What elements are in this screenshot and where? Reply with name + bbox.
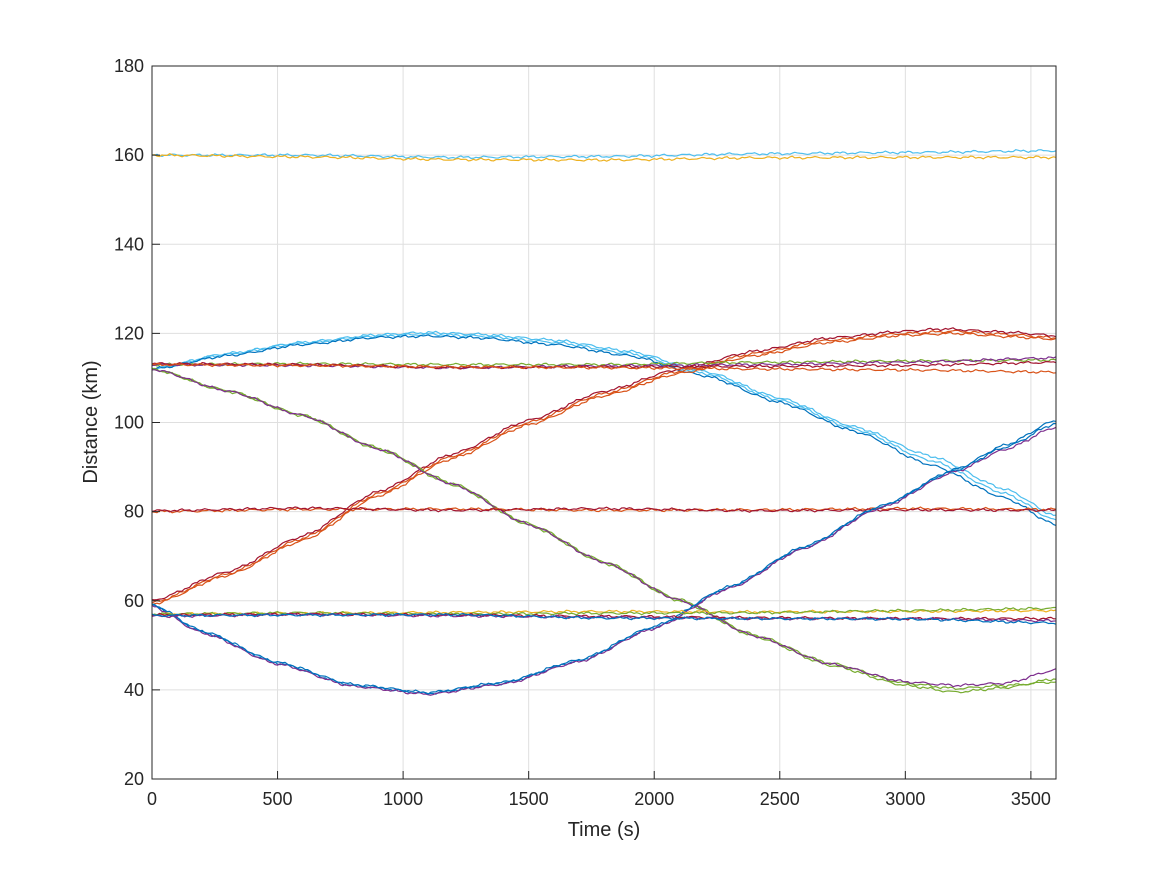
series-group [151, 149, 1057, 696]
y-tick-label: 60 [124, 591, 144, 611]
y-tick-label: 20 [124, 769, 144, 789]
series-line-19 [151, 426, 1057, 696]
series-line-17 [151, 506, 1057, 513]
series-line-13 [151, 367, 1057, 694]
x-tick-label: 3500 [1011, 789, 1051, 809]
series-line-25 [151, 612, 1057, 625]
series-line-4 [151, 332, 1057, 521]
series-line-22 [151, 606, 1057, 616]
series-line-10 [151, 356, 1057, 370]
y-axis-ticks: 20 40 60 80 100 120 140 160 180 [114, 56, 160, 789]
series-line-20 [151, 423, 1057, 695]
y-tick-label: 160 [114, 145, 144, 165]
series-line-12 [151, 362, 1057, 374]
y-tick-label: 140 [114, 234, 144, 254]
x-tick-label: 2500 [760, 789, 800, 809]
y-tick-label: 100 [114, 413, 144, 433]
x-tick-label: 500 [263, 789, 293, 809]
series-line-16 [151, 506, 1057, 514]
series-line-9 [151, 358, 1057, 367]
series-line-11 [151, 360, 1057, 370]
series-line-5 [151, 334, 1057, 527]
series-line-15 [151, 368, 1057, 688]
series-line-24 [151, 612, 1057, 623]
series-line-1 [151, 149, 1057, 160]
x-tick-label: 0 [147, 789, 157, 809]
series-line-3 [151, 330, 1057, 517]
y-tick-label: 180 [114, 56, 144, 76]
x-axis-ticks: 0 500 1000 1500 2000 2500 3000 3500 [147, 771, 1051, 809]
series-line-8 [151, 331, 1057, 606]
x-tick-label: 3000 [885, 789, 925, 809]
y-axis-label: Distance (km) [80, 360, 102, 483]
x-tick-label: 1500 [509, 789, 549, 809]
series-line-7 [151, 327, 1057, 601]
x-axis-label: Time (s) [568, 819, 641, 841]
y-tick-label: 40 [124, 680, 144, 700]
x-tick-label: 1000 [383, 789, 423, 809]
series-line-6 [151, 329, 1057, 604]
y-tick-label: 120 [114, 323, 144, 343]
series-line-2 [151, 153, 1057, 162]
x-tick-label: 2000 [634, 789, 674, 809]
y-tick-label: 80 [124, 502, 144, 522]
series-line-14 [151, 367, 1057, 690]
grid [152, 66, 1056, 779]
